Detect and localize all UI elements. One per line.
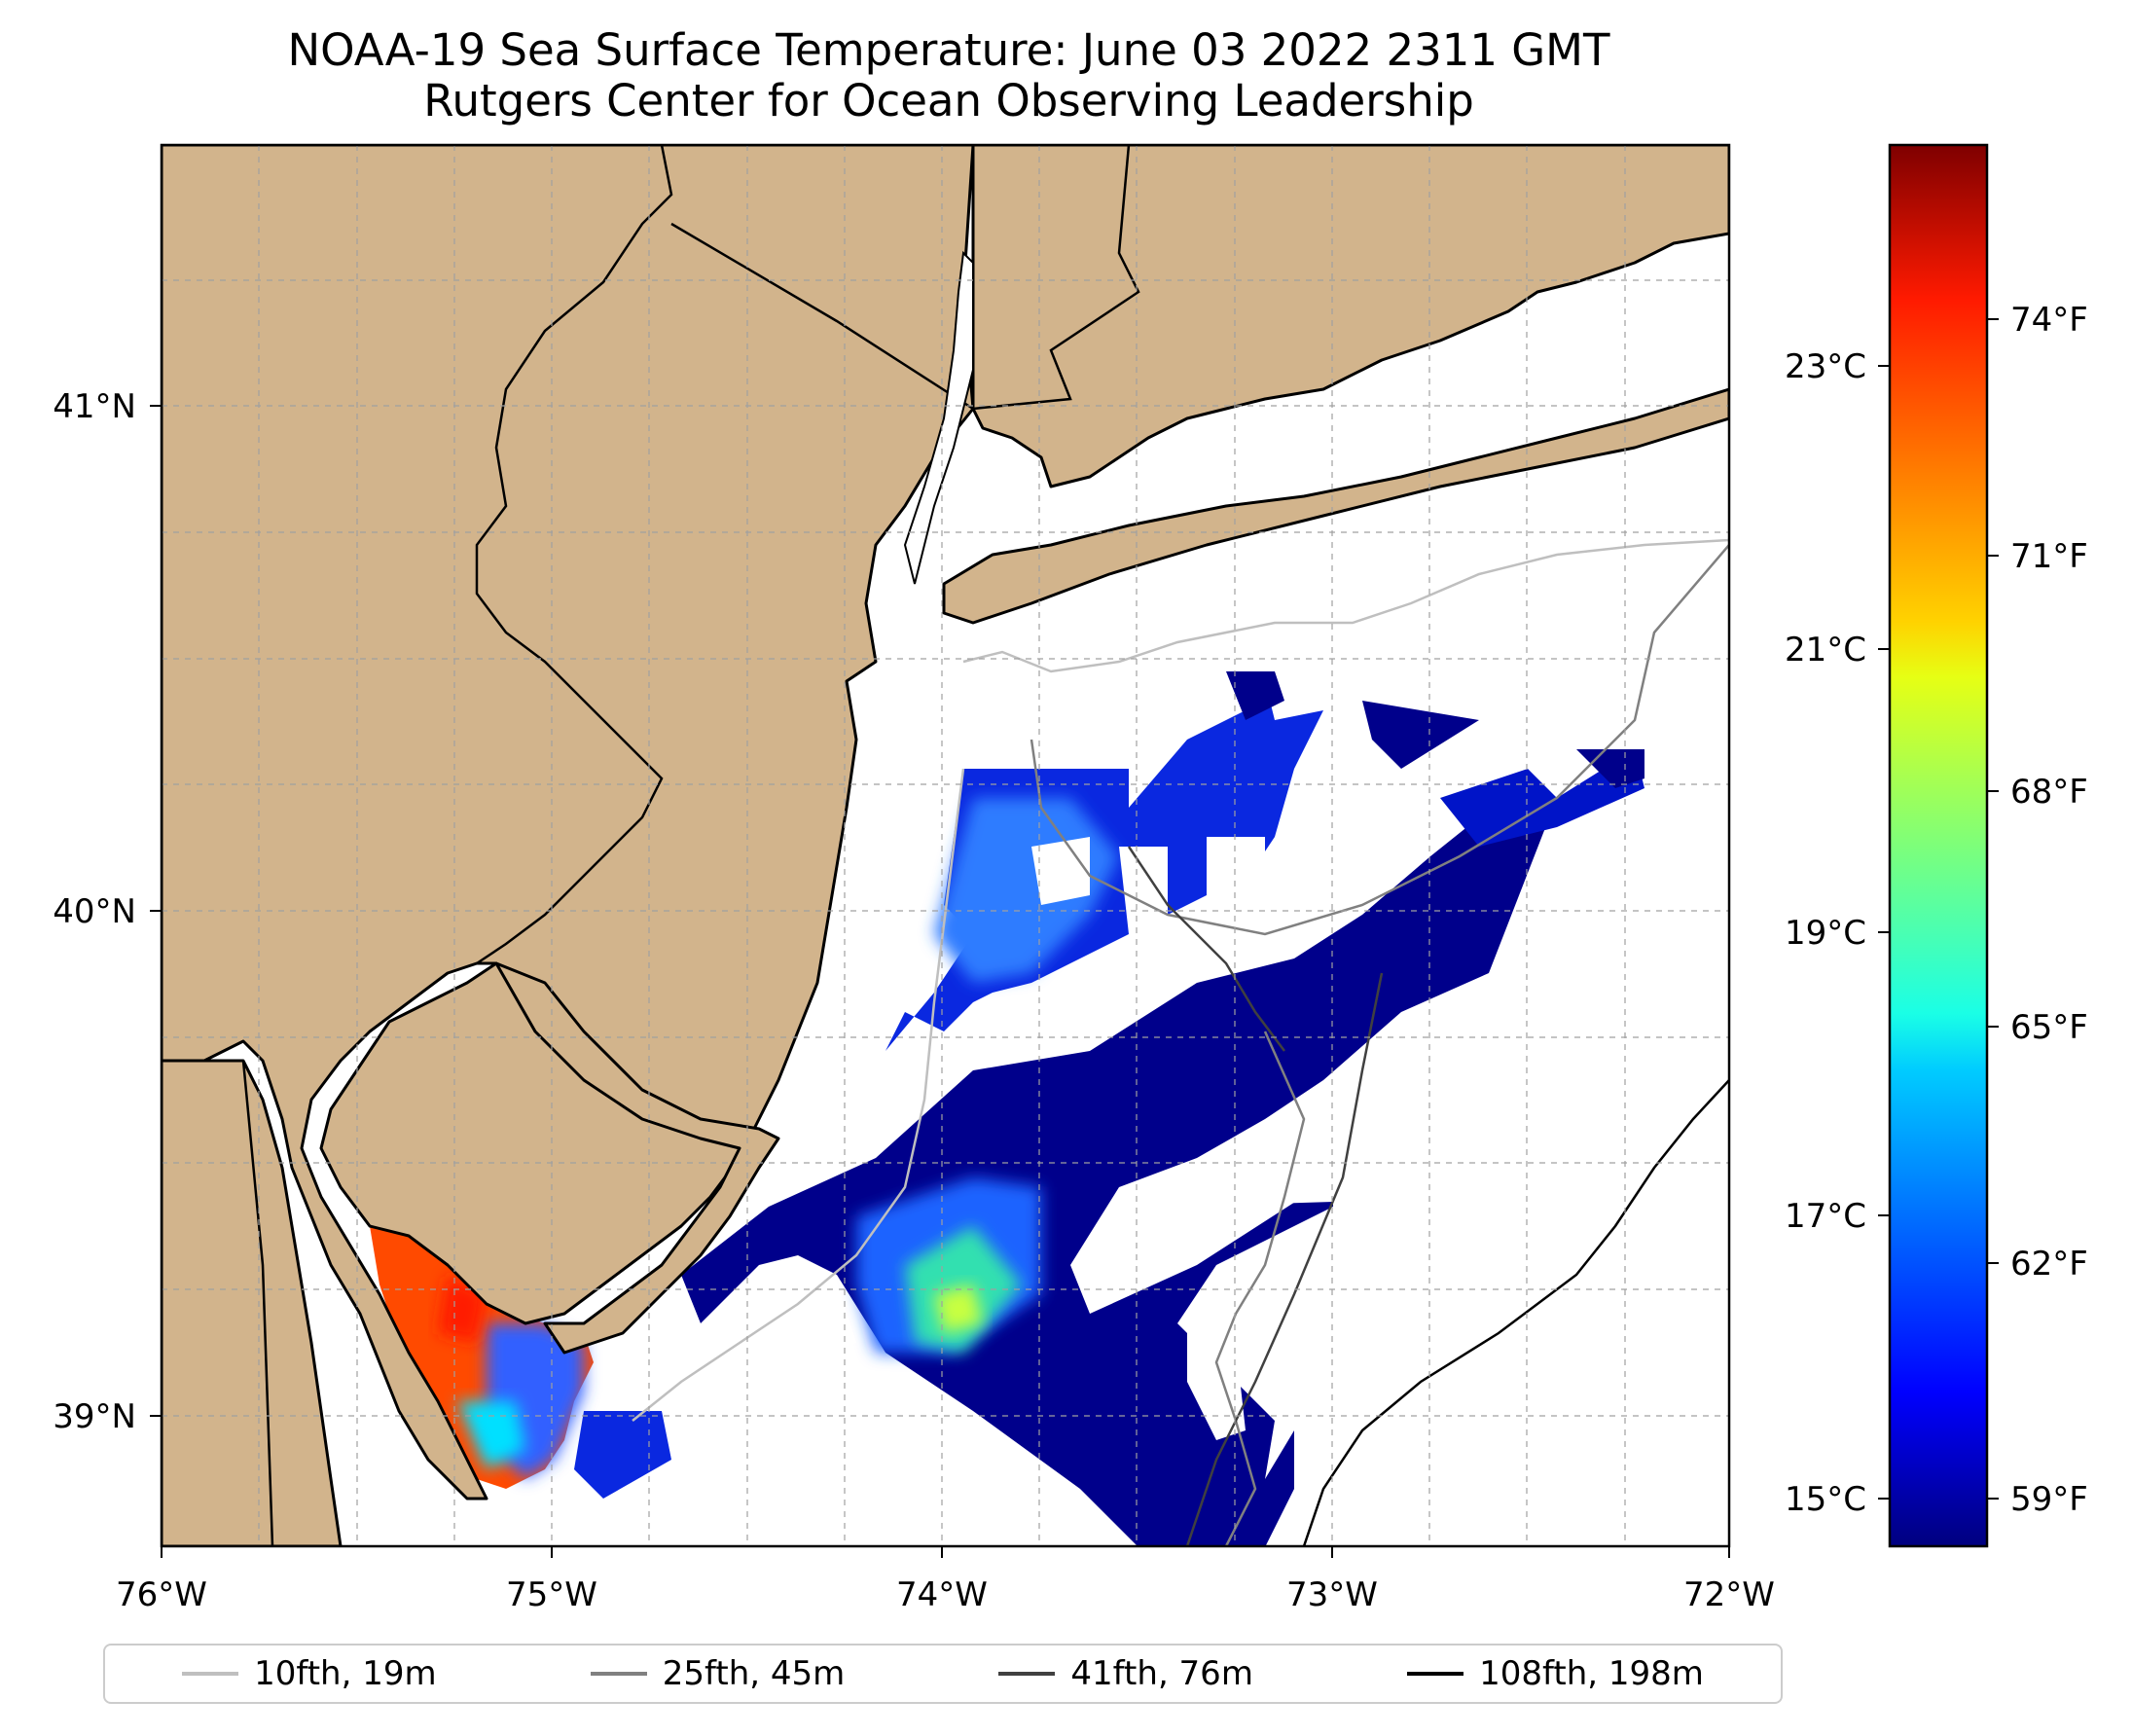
axis-ticks: [150, 405, 1730, 1558]
legend-swatch-dark-gray: [998, 1672, 1056, 1676]
colorbar-f-68: 68°F: [2010, 773, 2088, 812]
contour-19m-shore: [632, 768, 965, 1422]
bathymetry-contours: [632, 538, 1729, 1546]
legend-item-10fth: 10fth, 19m: [182, 1654, 437, 1693]
legend-label: 41fth, 76m: [1070, 1654, 1253, 1693]
lon-tick-72w: 72°W: [1683, 1575, 1775, 1614]
colorbar-f-71: 71°F: [2010, 537, 2088, 576]
lon-tick-73w: 73°W: [1286, 1575, 1378, 1614]
sst-delaware-mouth: [574, 1411, 671, 1499]
colorbar-f-74: 74°F: [2010, 301, 2088, 340]
land-delmarva: [162, 1059, 343, 1546]
colorbar-f-59: 59°F: [2010, 1480, 2088, 1519]
contour-45m-south: [1214, 1031, 1306, 1546]
map-layers: [162, 145, 1729, 1546]
colorbar-c-15: 15°C: [1785, 1480, 1866, 1519]
state-boundaries: [241, 145, 1140, 1546]
colorbar-f-62: 62°F: [2010, 1245, 2088, 1284]
sst-gap-5: [1119, 847, 1168, 934]
colorbar-fahrenheit-ticks: [1987, 318, 1999, 1500]
colorbar-celsius-ticks: [1878, 365, 1890, 1500]
land-layer: [162, 145, 1729, 1546]
lat-tick-39n: 39°N: [53, 1397, 136, 1436]
sst-patch-north: [1226, 671, 1284, 720]
contour-19m: [962, 538, 1729, 673]
sst-patch-east-3: [1576, 749, 1644, 788]
colorbar: [1888, 143, 1989, 1548]
boundary-nj-pa: [475, 145, 673, 965]
sst-patch-east-1: [1362, 701, 1479, 769]
legend-label: 25fth, 45m: [662, 1654, 846, 1693]
sst-offshore-band: [681, 798, 1557, 1546]
legend-item-41fth: 41fth, 76m: [998, 1654, 1253, 1693]
map-frame: [160, 143, 1731, 1548]
contour-legend: 10fth, 19m 25fth, 45m 41fth, 76m 108fth,…: [103, 1644, 1783, 1704]
sst-patch-yellowgreen: [934, 1284, 983, 1333]
lat-tick-41n: 41°N: [53, 387, 136, 426]
legend-label: 108fth, 198m: [1479, 1654, 1704, 1693]
land-southern-nj: [494, 961, 780, 1355]
legend-swatch-black: [1407, 1672, 1464, 1676]
lon-tick-74w: 74°W: [896, 1575, 988, 1614]
land-new-york-connecticut: [971, 145, 1729, 488]
title-line-1: NOAA-19 Sea Surface Temperature: June 03…: [287, 24, 1610, 76]
boundary-de-md: [241, 1060, 274, 1546]
colorbar-c-23: 23°C: [1785, 347, 1866, 386]
legend-label: 10fth, 19m: [254, 1654, 437, 1693]
land-long-island: [942, 387, 1729, 625]
contour-76m: [1127, 846, 1285, 1052]
map-title: NOAA-19 Sea Surface Temperature: June 03…: [0, 25, 1897, 127]
legend-swatch-light-gray: [182, 1672, 239, 1676]
sst-gap-4: [1031, 837, 1090, 905]
legend-swatch-gray: [590, 1672, 647, 1676]
lat-tick-40n: 40°N: [53, 892, 136, 931]
sst-gap-6: [1207, 837, 1265, 905]
colorbar-c-19: 19°C: [1785, 914, 1866, 953]
contour-198m: [1302, 1079, 1729, 1546]
sst-delaware-cyan: [457, 1401, 525, 1469]
colorbar-c-21: 21°C: [1785, 631, 1866, 669]
contour-45m: [1030, 544, 1729, 936]
lon-tick-75w: 75°W: [506, 1575, 597, 1614]
hudson-river: [903, 250, 974, 585]
colorbar-c-17: 17°C: [1785, 1197, 1866, 1236]
contour-76m-south: [1185, 972, 1384, 1546]
title-line-2: Rutgers Center for Ocean Observing Leade…: [423, 75, 1474, 127]
land-new-jersey-mainland: [162, 145, 975, 1501]
legend-item-108fth: 108fth, 198m: [1407, 1654, 1704, 1693]
sst-patch-east-2: [1440, 749, 1644, 847]
gridlines: [162, 145, 1729, 1546]
boundary-ny-ct: [972, 145, 1140, 411]
colorbar-f-65: 65°F: [2010, 1008, 2088, 1047]
boundary-ny-nj: [670, 222, 974, 411]
legend-item-25fth: 25fth, 45m: [590, 1654, 846, 1693]
lon-tick-76w: 76°W: [116, 1575, 207, 1614]
sst-gap-1: [1177, 1158, 1333, 1207]
